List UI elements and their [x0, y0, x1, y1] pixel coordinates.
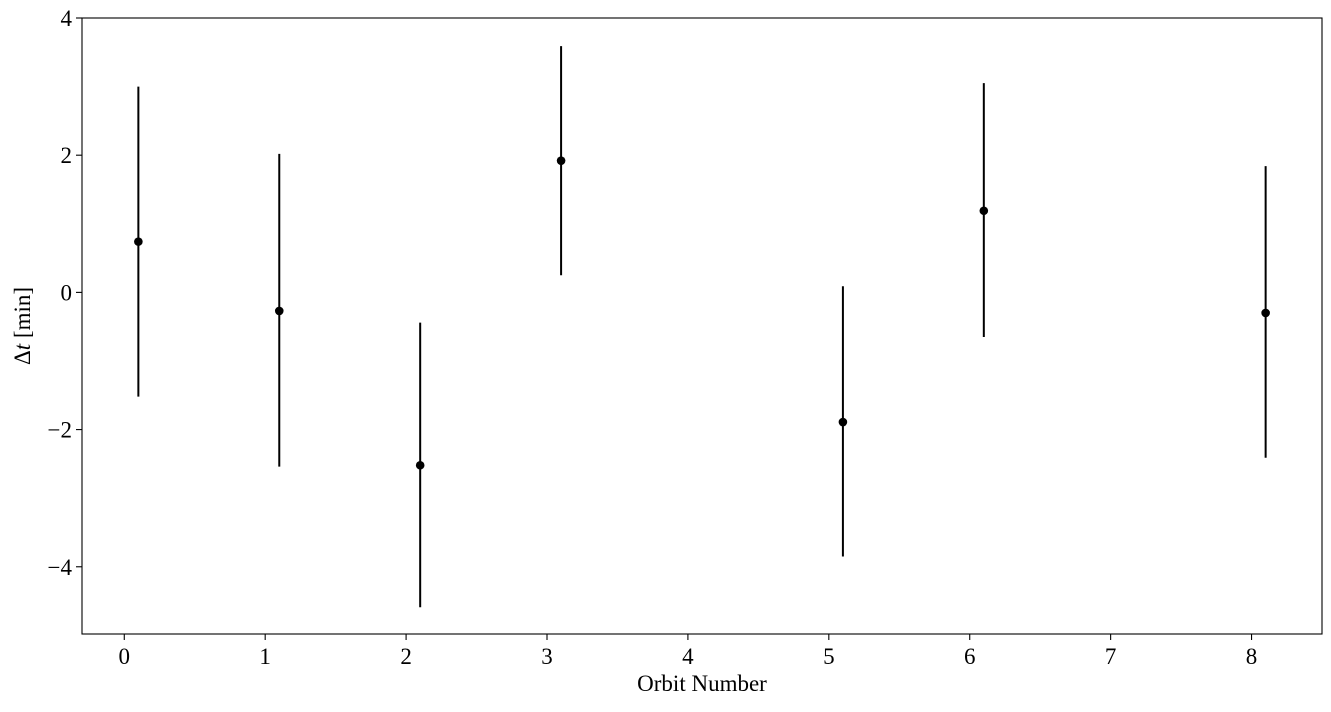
- y-tick-label: 2: [61, 143, 73, 168]
- x-tick-label: 6: [964, 644, 976, 669]
- x-tick-label: 8: [1246, 644, 1258, 669]
- y-tick-label: −2: [48, 418, 72, 443]
- x-tick-label: 3: [541, 644, 553, 669]
- data-point: [274, 306, 284, 316]
- plot-frame: [81, 17, 1323, 635]
- x-axis-label: Orbit Number: [637, 671, 767, 696]
- y-tick-label: 0: [61, 280, 73, 305]
- x-tick-label: 7: [1105, 644, 1117, 669]
- data-marks: [134, 46, 1270, 608]
- y-axis-label-symbol: Δ: [10, 350, 35, 365]
- x-tick-label: 4: [682, 644, 694, 669]
- y-axis-label: Δt [min]: [10, 287, 35, 365]
- data-point: [838, 417, 848, 427]
- y-axis: −4 −2 0 2 4: [48, 6, 82, 580]
- x-tick-label: 5: [823, 644, 835, 669]
- y-axis-label-unit: [min]: [10, 287, 35, 344]
- x-tick-label: 2: [400, 644, 412, 669]
- y-tick-label: −4: [48, 555, 73, 580]
- data-point: [979, 206, 989, 216]
- data-point: [556, 156, 566, 165]
- x-tick-label: 1: [259, 644, 271, 669]
- data-point: [415, 460, 425, 470]
- y-tick-label: 4: [61, 6, 73, 31]
- x-tick-label: 0: [119, 644, 131, 669]
- data-point: [134, 237, 143, 246]
- data-point: [1261, 308, 1270, 318]
- y-axis-label-variable: t: [10, 343, 35, 350]
- x-axis: 0 1 2 3 4 5 6 7 8: [119, 634, 1258, 669]
